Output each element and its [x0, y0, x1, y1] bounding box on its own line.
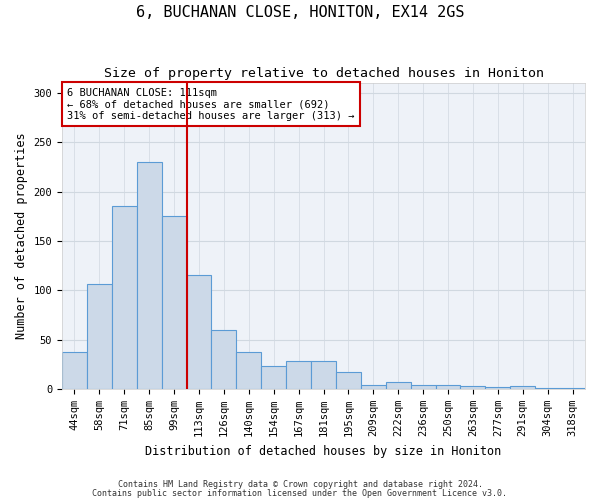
Bar	[286, 362, 311, 389]
Bar	[211, 330, 236, 389]
Bar	[311, 362, 336, 389]
Text: Contains public sector information licensed under the Open Government Licence v3: Contains public sector information licen…	[92, 488, 508, 498]
Bar	[485, 387, 510, 389]
Bar	[112, 206, 137, 389]
Bar	[261, 366, 286, 389]
Bar	[386, 382, 410, 389]
Bar	[510, 386, 535, 389]
Bar	[161, 216, 187, 389]
Y-axis label: Number of detached properties: Number of detached properties	[15, 132, 28, 340]
Bar	[436, 385, 460, 389]
Title: Size of property relative to detached houses in Honiton: Size of property relative to detached ho…	[104, 68, 544, 80]
Bar	[460, 386, 485, 389]
Text: 6, BUCHANAN CLOSE, HONITON, EX14 2GS: 6, BUCHANAN CLOSE, HONITON, EX14 2GS	[136, 5, 464, 20]
X-axis label: Distribution of detached houses by size in Honiton: Distribution of detached houses by size …	[145, 444, 502, 458]
Bar	[361, 385, 386, 389]
Bar	[187, 276, 211, 389]
Bar	[336, 372, 361, 389]
Bar	[560, 388, 585, 389]
Text: 6 BUCHANAN CLOSE: 111sqm
← 68% of detached houses are smaller (692)
31% of semi-: 6 BUCHANAN CLOSE: 111sqm ← 68% of detach…	[67, 88, 355, 121]
Bar	[236, 352, 261, 389]
Bar	[137, 162, 161, 389]
Bar	[62, 352, 87, 389]
Text: Contains HM Land Registry data © Crown copyright and database right 2024.: Contains HM Land Registry data © Crown c…	[118, 480, 482, 489]
Bar	[535, 388, 560, 389]
Bar	[410, 385, 436, 389]
Bar	[87, 284, 112, 389]
